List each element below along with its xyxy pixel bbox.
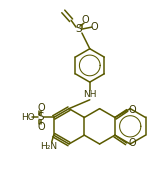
Text: NH: NH <box>83 90 97 99</box>
Text: O: O <box>91 22 98 32</box>
Text: S: S <box>38 112 44 122</box>
Text: H₂N: H₂N <box>40 142 57 151</box>
Text: O: O <box>129 138 136 148</box>
Text: O: O <box>129 105 136 115</box>
Text: S: S <box>76 24 82 34</box>
Text: O: O <box>37 122 45 132</box>
Text: O: O <box>37 103 45 113</box>
Text: HO: HO <box>21 113 35 122</box>
Text: O: O <box>81 15 89 25</box>
